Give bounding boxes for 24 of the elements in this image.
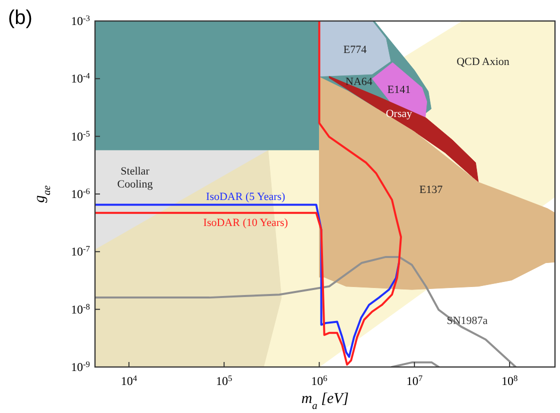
- series-label: E774: [343, 44, 368, 56]
- series-label: QCD Axion: [456, 56, 510, 68]
- series-label: Orsay: [386, 108, 413, 120]
- text: (b): [8, 7, 32, 29]
- series-label: NA64: [346, 76, 373, 88]
- series-label: SN1987a: [446, 314, 488, 327]
- x-tick-label: 10$^{4}$: [120, 374, 138, 388]
- x-axis-title: m$_{a}$ [eV]: [301, 391, 349, 412]
- series-label: Stellar Cooling: [117, 166, 154, 190]
- x-tick-label: 10$^{8}$: [502, 374, 518, 388]
- x-tick-label: 10$^{5}$: [216, 374, 232, 388]
- y-tick-label: 10$^{-8}$: [71, 302, 90, 316]
- y-tick-label: 10$^{-3}$: [71, 14, 90, 28]
- y-tick-label: 10$^{-9}$: [71, 360, 90, 374]
- series-label: IsoDAR (10 Years): [203, 216, 288, 229]
- y-tick-label: 10$^{-7}$: [71, 244, 90, 259]
- y-tick-label: 10$^{-5}$: [71, 128, 90, 144]
- x-tick-label: 10$^{7}$: [406, 374, 423, 388]
- series-label: E141: [387, 84, 411, 96]
- series-label: IsoDAR (5 Years): [206, 190, 286, 203]
- x-tick-label: 10$^{6}$: [311, 374, 328, 388]
- series-label: E137: [419, 184, 444, 196]
- y-tick-label: 10$^{-4}$: [71, 71, 91, 86]
- y-tick-label: 10$^{-6}$: [71, 186, 90, 201]
